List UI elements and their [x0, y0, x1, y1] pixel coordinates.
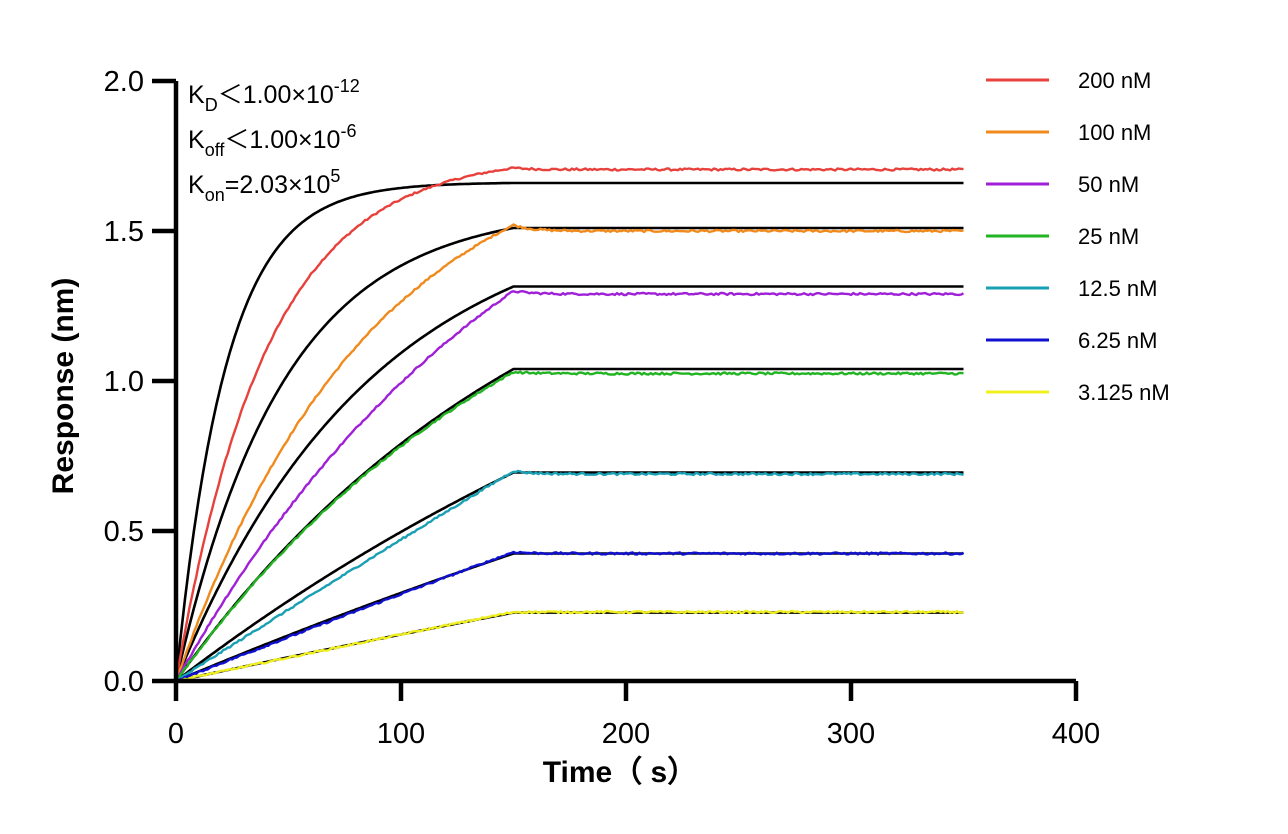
legend-label-1: 100 nM: [1078, 120, 1151, 145]
y-tick-label-1: 0.5: [104, 516, 144, 548]
series-line-2: [174, 290, 965, 682]
fit-curve-2: [174, 285, 964, 682]
legend-label-5: 6.25 nM: [1078, 328, 1158, 353]
legend-label-3: 25 nM: [1078, 224, 1139, 249]
x-tick-label-2: 200: [602, 718, 650, 750]
fit-curve-6: [175, 611, 964, 683]
series-line-3: [175, 370, 964, 682]
fit-curve-1: [174, 226, 964, 682]
x-axis-title: Time（ s）: [543, 755, 698, 789]
x-tick-label-4: 400: [1052, 718, 1100, 750]
x-tick-label-0: 0: [168, 718, 184, 750]
y-tick-label-0: 0.0: [104, 666, 144, 698]
axes: 0 100 200 300 400 0.0 0.5 1.0 1.5 2.0 Time（ s） Resp…: [47, 66, 1100, 789]
kinetics-annotations: KD＜1.00×10-12 Koff＜1.00×10-6 Kon=2.03×105: [188, 76, 360, 205]
kinetics-annotation-2: Kon=2.03×105: [188, 166, 340, 205]
series-line-0: [174, 166, 964, 682]
kinetics-annotation-1: Koff＜1.00×10-6: [188, 121, 356, 160]
legend: 200 nM 100 nM 50 nM 25 nM 12.5 nM 6.25 nM 3.12…: [986, 68, 1170, 405]
series-line-6: [175, 609, 964, 683]
legend-label-4: 12.5 nM: [1078, 276, 1158, 301]
x-tick-label-3: 300: [827, 718, 875, 750]
fit-curve-5: [175, 552, 964, 683]
kinetics-annotation-0: KD＜1.00×10-12: [188, 76, 360, 115]
y-axis-title: Response (nm): [47, 278, 80, 495]
legend-label-6: 3.125 nM: [1078, 380, 1170, 405]
series-line-5: [175, 550, 965, 683]
fit-curve-0: [174, 181, 964, 682]
series-line-4: [175, 469, 964, 683]
legend-label-0: 200 nM: [1078, 68, 1151, 93]
data-series: [174, 166, 965, 683]
fit-curve-4: [175, 471, 964, 683]
y-tick-label-3: 1.5: [104, 216, 144, 248]
y-tick-label-2: 1.0: [104, 366, 144, 398]
legend-label-2: 50 nM: [1078, 172, 1139, 197]
series-line-1: [174, 223, 964, 682]
y-tick-label-4: 2.0: [104, 66, 144, 98]
x-tick-label-1: 100: [377, 718, 425, 750]
